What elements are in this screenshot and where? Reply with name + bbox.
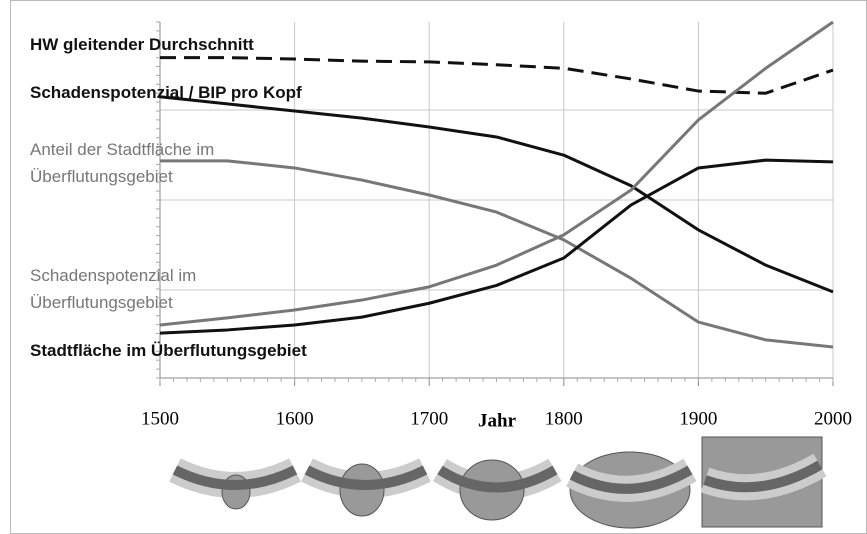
x-tick-label: 1500 <box>141 408 179 429</box>
series-label: Anteil der Stadtfläche im Überflutungsge… <box>30 140 215 186</box>
series-line <box>159 95 834 294</box>
x-tick-label: 1600 <box>276 408 314 429</box>
stage-1 <box>169 458 301 510</box>
illustrations <box>169 436 827 529</box>
stage-2 <box>301 458 431 517</box>
series-line <box>159 20 834 327</box>
x-tick-label: 1700 <box>410 408 448 429</box>
stage-4 <box>566 451 697 529</box>
series-label: HW gleitender Durchschnitt <box>30 35 254 54</box>
series-line <box>159 158 834 335</box>
x-tick-label: 1900 <box>679 408 717 429</box>
x-tick-label: 2000 <box>814 408 852 429</box>
stage-5 <box>700 436 827 528</box>
series-line <box>160 56 834 95</box>
x-axis-label: Jahr <box>478 410 517 431</box>
series-label: Schadenspotenzial im Überflutungsgebiet <box>30 266 197 312</box>
series-label: Schadenspotenzial / BIP pro Kopf <box>30 83 302 102</box>
stage-3 <box>433 458 562 521</box>
series-line <box>160 159 834 349</box>
x-tick-label: 1800 <box>545 408 583 429</box>
series-label: Stadtfläche im Überflutungsgebiet <box>30 341 307 360</box>
